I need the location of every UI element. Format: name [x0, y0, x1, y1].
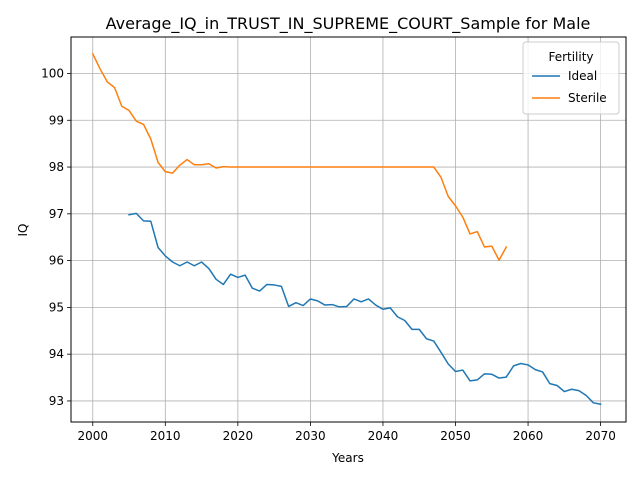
- y-axis-ticks: 93 94 95 96 97 98 99 100: [41, 66, 71, 407]
- x-axis-label: Years: [331, 451, 364, 465]
- y-tick-label: 98: [49, 160, 64, 174]
- x-tick-label: 2030: [295, 429, 326, 443]
- legend: Fertility Ideal Sterile: [523, 42, 619, 114]
- x-tick-label: 2020: [223, 429, 254, 443]
- legend-title: Fertility: [548, 50, 593, 64]
- y-tick-label: 95: [49, 300, 64, 314]
- x-tick-label: 2040: [368, 429, 399, 443]
- x-axis-ticks: 2000 2010 2020 2030 2040 2050 2060 2070: [77, 422, 615, 443]
- legend-label-sterile: Sterile: [568, 91, 607, 105]
- y-tick-label: 97: [49, 207, 64, 221]
- x-tick-label: 2060: [513, 429, 544, 443]
- y-tick-label: 100: [41, 66, 64, 80]
- x-tick-label: 2070: [585, 429, 616, 443]
- x-tick-label: 2000: [77, 429, 108, 443]
- series-line-sterile: [93, 54, 507, 260]
- y-tick-label: 94: [49, 347, 64, 361]
- legend-label-ideal: Ideal: [568, 69, 597, 83]
- y-tick-label: 93: [49, 394, 64, 408]
- chart-title: Average_IQ_in_TRUST_IN_SUPREME_COURT_Sam…: [106, 14, 591, 34]
- y-tick-label: 99: [49, 113, 64, 127]
- x-tick-label: 2010: [150, 429, 181, 443]
- y-tick-label: 96: [49, 254, 64, 268]
- x-tick-label: 2050: [440, 429, 471, 443]
- series-line-ideal: [129, 213, 601, 404]
- y-axis-label: IQ: [16, 224, 30, 237]
